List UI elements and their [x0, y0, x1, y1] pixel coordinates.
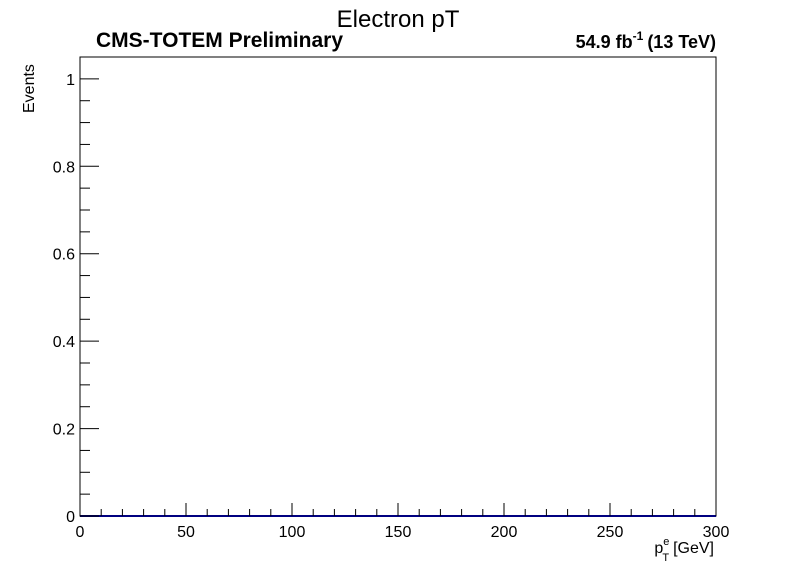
x-tick-label: 250: [597, 524, 624, 541]
x-tick-label: 150: [385, 524, 412, 541]
x-tick-label: 100: [279, 524, 306, 541]
y-tick-label: 0: [66, 509, 75, 526]
x-axis: 0 50 100 150 200 250 300: [76, 503, 730, 541]
lumi-value: 54.9 fb: [576, 32, 633, 52]
plot-frame: [79, 56, 717, 517]
y-tick-label: 0.6: [53, 247, 75, 264]
x-label-base: p: [654, 540, 663, 557]
luminosity-label: 54.9 fb-1 (13 TeV): [576, 29, 716, 52]
y-axis: 0 0.2 0.4 0.6 0.8 1: [53, 56, 99, 526]
lumi-energy: (13 TeV): [647, 32, 716, 52]
x-label-subscript: T: [662, 552, 669, 564]
x-label-superscript: e: [663, 536, 669, 548]
x-tick-label: 300: [703, 524, 730, 541]
y-axis-label: Events: [21, 64, 38, 113]
y-tick-label: 1: [66, 72, 75, 89]
y-tick-label: 0.8: [53, 159, 75, 176]
chart-title: Electron pT: [337, 6, 460, 33]
y-tick-label: 0.4: [53, 334, 75, 351]
x-axis-label: pe T [GeV]: [654, 536, 714, 564]
experiment-label: CMS-TOTEM Preliminary: [96, 29, 343, 52]
plot-frame-rect: [79, 56, 717, 517]
x-tick-label: 200: [491, 524, 518, 541]
x-tick-label: 50: [177, 524, 195, 541]
y-tick-label: 0.2: [53, 422, 75, 439]
lumi-exponent: -1: [633, 29, 644, 43]
x-label-unit: [GeV]: [673, 540, 714, 557]
x-tick-label: 0: [76, 524, 85, 541]
